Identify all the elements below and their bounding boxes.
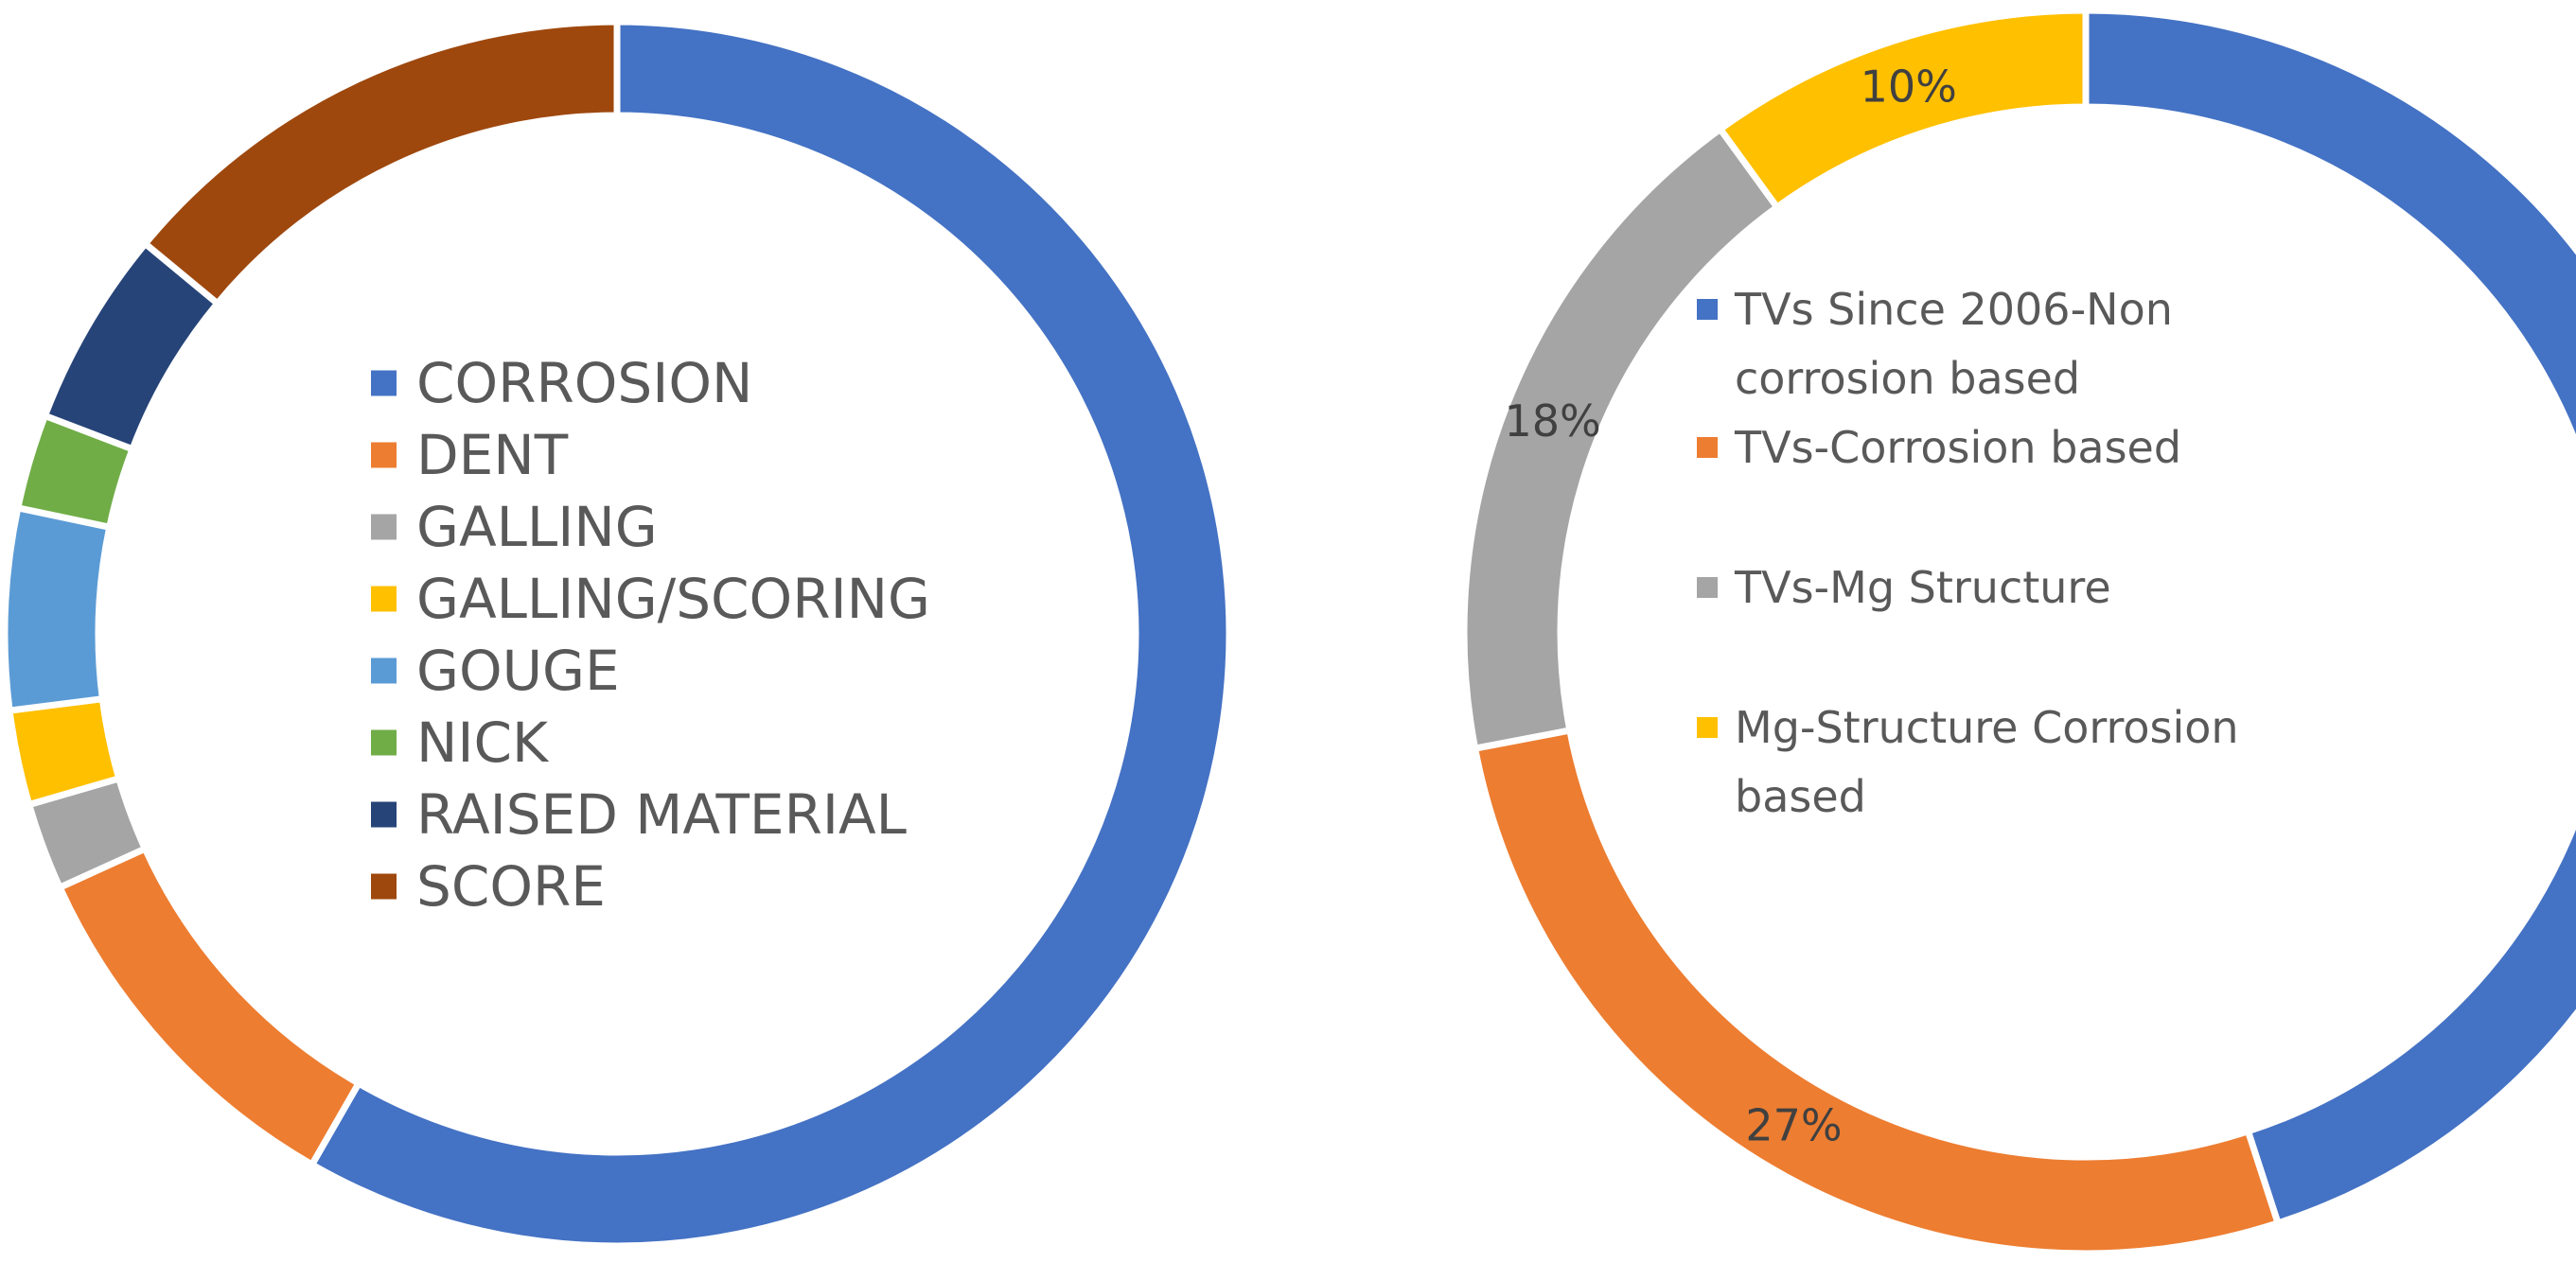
legend-label-corrosion: CORROSION	[416, 351, 752, 415]
legend-label-raised-material: RAISED MATERIAL	[416, 782, 907, 847]
defect-type-slice-gouge	[1, 503, 114, 715]
legend-label-score: SCORE	[416, 854, 606, 919]
legend-swatch-score	[371, 873, 397, 900]
legend-swatch-corrosion	[371, 370, 397, 396]
legend-swatch-tvs-since-2006-non-corrosion-based	[1697, 299, 1718, 320]
tv-category-slice-tvs-since-2006-non-corrosion-based	[2082, 7, 2576, 1228]
legend-label-mg-structure-corrosion-based: Mg-Structure Corrosion	[1735, 702, 2239, 753]
data-label-tvs-corrosion-based: 27%	[1745, 1100, 1842, 1151]
legend-swatch-mg-structure-corrosion-based	[1697, 717, 1718, 738]
legend-swatch-tvs-corrosion-based	[1697, 437, 1718, 458]
legend-label-galling-scoring: GALLING/SCORING	[416, 567, 930, 631]
legend-label-tvs-since-2006-non-corrosion-based-line-2: corrosion based	[1735, 353, 2080, 404]
defect-type-slice-dent	[55, 844, 363, 1169]
tv-category-donut-chart: 45%27%18%10% TVs Since 2006-Noncorrosion…	[1460, 7, 2576, 1257]
legend-label-galling: GALLING	[416, 495, 658, 559]
defect-type-donut-chart: CORROSION DENT GALLING GALLING/SCORING GOUGE…	[1, 18, 1233, 1250]
defect-type-slices	[1, 18, 1233, 1250]
legend-swatch-tvs-mg-structure	[1697, 577, 1718, 598]
data-label-mg-structure-corrosion-based: 10%	[1861, 61, 1957, 113]
legend-swatch-galling	[371, 514, 397, 540]
legend-swatch-raised-material	[371, 801, 397, 828]
legend-label-mg-structure-corrosion-based-line-2: based	[1735, 771, 1866, 822]
tv-category-slice-mg-structure-corrosion-based	[1715, 7, 2090, 212]
data-label-tvs-mg-structure: 18%	[1504, 395, 1600, 447]
defect-type-slice-corrosion	[307, 18, 1233, 1250]
legend-label-nick: NICK	[416, 710, 550, 775]
tv-category-slices	[1460, 7, 2576, 1257]
legend-label-tvs-mg-structure: TVs-Mg Structure	[1734, 562, 2111, 613]
legend-swatch-dent	[371, 442, 397, 468]
legend-label-dent: DENT	[416, 423, 569, 487]
legend-swatch-nick	[371, 729, 397, 756]
legend-label-tvs-corrosion-based: TVs-Corrosion based	[1734, 422, 2181, 473]
defect-type-slice-score	[140, 18, 621, 308]
legend-label-gouge: GOUGE	[416, 639, 620, 703]
legend-swatch-gouge	[371, 658, 397, 684]
tv-category-data-labels: 45%27%18%10%	[1504, 61, 1957, 1151]
defect-type-legend: CORROSION DENT GALLING GALLING/SCORING GOUGE…	[371, 351, 930, 919]
tv-category-legend: TVs Since 2006-Non corrosion based TVs-Cor…	[1697, 284, 2239, 822]
legend-label-tvs-since-2006-non-corrosion-based: TVs Since 2006-Non	[1734, 284, 2173, 335]
legend-swatch-galling-scoring	[371, 586, 397, 612]
tv-category-slice-tvs-corrosion-based	[1471, 726, 2283, 1257]
